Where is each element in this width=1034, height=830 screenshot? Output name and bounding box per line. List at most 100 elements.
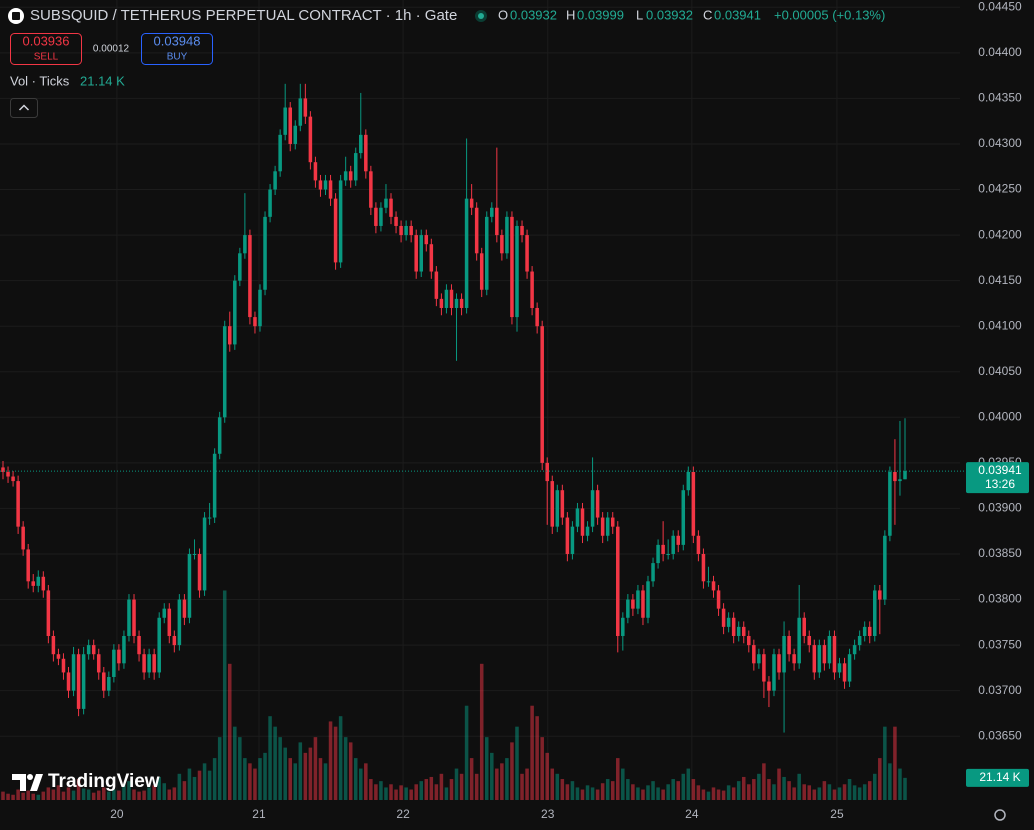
volume-bar — [822, 781, 827, 800]
volume-bar — [545, 752, 549, 800]
volume-bar — [651, 781, 655, 800]
candle-body — [883, 535, 887, 600]
volume-bar — [661, 789, 665, 800]
volume-bar — [484, 737, 489, 800]
candle-body — [767, 681, 771, 691]
candle-body — [21, 526, 25, 550]
candle-body — [112, 649, 116, 677]
candle-body — [313, 162, 318, 181]
candle-body — [233, 280, 237, 345]
buy-button[interactable] — [141, 33, 213, 65]
x-tick-label: 21 — [252, 807, 266, 821]
candle-body — [96, 654, 101, 673]
candle-body — [701, 553, 706, 582]
candle-body — [459, 298, 464, 308]
volume-bar — [31, 793, 35, 800]
collapse-button[interactable] — [10, 98, 38, 118]
candle-body — [71, 654, 76, 691]
candle-body — [560, 490, 565, 518]
candle-body — [827, 635, 832, 664]
volume-bar — [812, 789, 817, 800]
y-tick-label: 0.04350 — [978, 91, 1022, 105]
volume-bar — [832, 789, 837, 800]
candle-body — [474, 207, 479, 254]
candle-body — [802, 617, 806, 636]
volume-bar — [777, 768, 781, 800]
volume-bar — [16, 789, 20, 800]
x-tick-label: 20 — [110, 807, 124, 821]
volume-bar — [253, 768, 257, 800]
volume-bar — [152, 785, 156, 800]
volume-bar — [469, 758, 474, 800]
candle-body — [429, 244, 434, 272]
volume-bar — [217, 737, 222, 800]
candle-body — [631, 599, 635, 609]
candle-body — [590, 490, 595, 527]
volume-bar — [182, 781, 187, 800]
candle-body — [152, 654, 156, 673]
settings-icon[interactable] — [994, 809, 1006, 821]
volume-bar — [404, 787, 408, 800]
candle-body — [857, 635, 862, 646]
candle-body — [545, 462, 549, 482]
volume-bar — [515, 726, 519, 800]
volume-bar — [41, 791, 46, 800]
volume-bar — [787, 781, 791, 800]
volume-bar — [46, 787, 51, 800]
candle-body — [253, 317, 257, 327]
candle-body — [454, 298, 459, 308]
volume-bar — [837, 787, 842, 800]
candle-body — [500, 235, 504, 254]
spread: 0.00012 — [93, 44, 130, 55]
chart-title[interactable]: SUBSQUID / TETHERUS PERPETUAL CONTRACT ·… — [30, 7, 457, 24]
candle-body — [6, 471, 10, 477]
candle-body — [444, 289, 449, 308]
candle-body — [202, 517, 207, 591]
volume-bar — [691, 779, 696, 800]
volume-bar — [535, 716, 539, 800]
volume-bar — [736, 781, 741, 800]
ohlc-value: 0.03932 — [510, 7, 557, 22]
candle-body — [353, 153, 358, 181]
candle-body — [278, 134, 282, 172]
candle-body — [656, 544, 660, 564]
logo-text[interactable]: TradingView — [48, 771, 160, 792]
volume-bar — [61, 791, 66, 800]
volume-bar — [394, 789, 398, 800]
volume-bar — [888, 763, 892, 800]
volume-bar — [565, 784, 570, 800]
candle-body — [777, 654, 781, 673]
candle-body — [878, 590, 882, 600]
candle-body — [580, 508, 585, 536]
volume-bar — [268, 716, 272, 800]
candle-body — [449, 289, 454, 308]
volume-bar — [726, 785, 731, 800]
volume-bar — [117, 790, 121, 800]
candle-body — [530, 271, 534, 308]
candle-body — [641, 590, 645, 618]
candle-body — [76, 654, 81, 709]
last-price-label: 0.03941 — [978, 463, 1022, 477]
y-tick-label: 0.03650 — [978, 728, 1022, 742]
volume-bar — [187, 768, 192, 800]
ohlc-key: O — [498, 7, 508, 22]
volume-bar — [449, 779, 454, 800]
candle-body — [227, 326, 232, 345]
volume-bar — [66, 787, 71, 800]
x-tick-label: 22 — [396, 807, 410, 821]
volume-bar — [353, 758, 358, 800]
candle-body — [495, 207, 499, 236]
ohlc-key: L — [636, 7, 643, 22]
candle-body — [162, 608, 167, 618]
volume-bar — [671, 779, 675, 800]
volume-bar — [424, 779, 429, 800]
candle-body — [157, 617, 161, 673]
volume-bar — [807, 785, 812, 800]
candle-layer — [1, 83, 907, 733]
volume-bar — [883, 726, 887, 800]
sell-button[interactable] — [10, 33, 82, 65]
y-tick-label: 0.04050 — [978, 364, 1022, 378]
volume-bar — [666, 784, 670, 800]
candle-body — [192, 553, 197, 555]
volume-bar — [162, 783, 167, 800]
